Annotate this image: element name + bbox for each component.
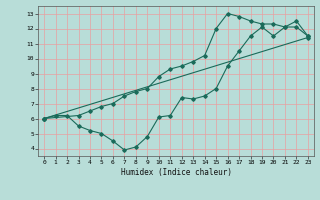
X-axis label: Humidex (Indice chaleur): Humidex (Indice chaleur)	[121, 168, 231, 177]
